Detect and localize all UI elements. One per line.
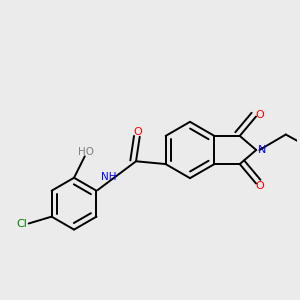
Text: O: O	[256, 181, 265, 191]
Text: NH: NH	[101, 172, 117, 182]
Text: O: O	[256, 110, 265, 120]
Text: O: O	[134, 127, 142, 136]
Text: HO: HO	[78, 147, 94, 157]
Text: Cl: Cl	[16, 220, 27, 230]
Text: N: N	[257, 145, 266, 155]
